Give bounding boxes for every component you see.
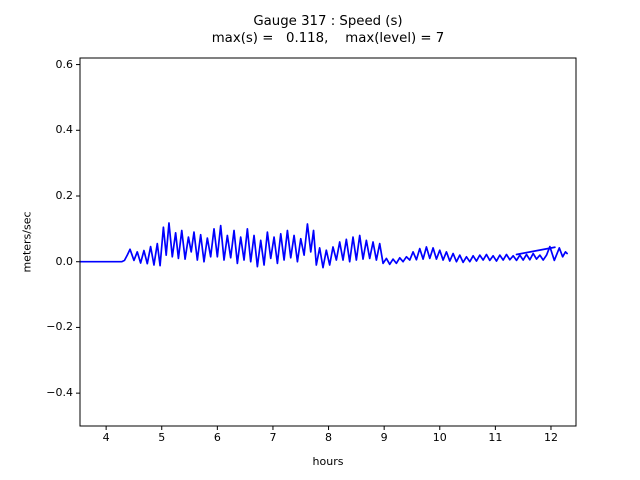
x-tick-label: 10 xyxy=(432,431,447,444)
series-line-speed-overlay-segment xyxy=(515,246,556,256)
y-axis-label: meters/sec xyxy=(20,211,34,273)
x-tick-label: 4 xyxy=(102,431,110,444)
axes-spines xyxy=(79,57,577,427)
x-tick-label: 7 xyxy=(269,431,277,444)
x-tick-label: 5 xyxy=(158,431,166,444)
y-tick-label: 0.2 xyxy=(55,189,74,202)
chart-title: Gauge 317 : Speed (s) xyxy=(253,14,403,29)
y-tick-label: 0.0 xyxy=(55,254,74,268)
y-tick-label: −0.4 xyxy=(46,386,73,400)
x-tick-label: 11 xyxy=(488,431,503,444)
x-axis-label: hours xyxy=(312,455,344,468)
x-tick-label: 8 xyxy=(325,431,333,444)
chart-subtitle: max(s) = 0.118, max(level) = 7 xyxy=(211,31,445,46)
x-tick-label: 12 xyxy=(543,431,558,444)
y-tick-label: 0.6 xyxy=(55,57,74,71)
y-tick-label: 0.4 xyxy=(55,123,74,137)
data-series-lines xyxy=(79,222,568,269)
tick-marks xyxy=(76,64,552,430)
y-tick-label: −0.2 xyxy=(46,320,73,334)
x-tick-label: 9 xyxy=(380,431,388,444)
series-line-speed xyxy=(79,222,568,269)
x-tick-label: 6 xyxy=(213,431,221,444)
